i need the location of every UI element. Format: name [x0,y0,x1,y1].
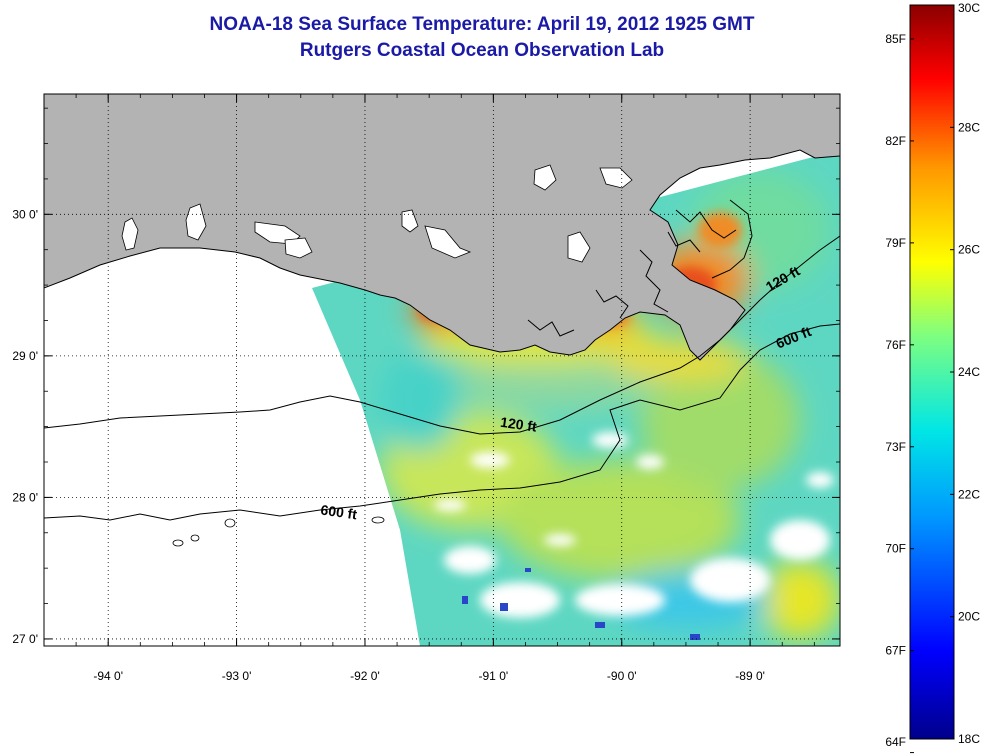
colorbar-celsius-labels: 30C 28C 26C 24C 22C 20C 18C [950,1,980,746]
lon-tick-label: -93 0' [222,669,252,683]
contour-120ft [44,235,840,435]
land-coastline [44,94,840,361]
celsius-label: 20C [958,610,980,624]
lon-tick-label: -90 0' [607,669,637,683]
fahrenheit-label: 82F [885,134,906,148]
fahrenheit-label: 70F [885,542,906,556]
map-frame [43,93,841,647]
celsius-label: 28C [958,120,980,134]
fahrenheit-label: 85F [885,32,906,46]
lon-tick-label: -91 0' [479,669,509,683]
lat-tick-label: 30 0' [12,207,38,221]
graticule [44,94,840,646]
celsius-label: 26C [958,243,980,257]
celsius-label: 30C [958,1,980,15]
lon-tick-label: -92 0' [350,669,380,683]
fahrenheit-label: 79F [885,236,906,250]
celsius-label: 22C [958,487,980,501]
axis-ticks [43,94,840,646]
lon-tick-label: -89 0' [735,669,765,683]
lon-tick-label: -94 0' [93,669,123,683]
contour-600ft [44,323,840,521]
lat-tick-label: 27 0' [12,632,38,646]
celsius-label: 24C [958,365,980,379]
delta-marsh [527,199,753,337]
colorbar: 85F 82F 79F 76F 73F 70F 67F 64F 30C 28C 26C 24C 22C… [885,1,980,754]
lat-tick-label: 29 0' [12,349,38,363]
fahrenheit-label: 76F [885,338,906,352]
map-subtitle: Rutgers Coastal Ocean Observation Lab [299,40,665,61]
celsius-label: 18C [958,732,980,746]
contour-label: 120 ft [499,414,538,435]
inland-water [121,164,633,263]
latitude-labels: 30 0' 29 0' 28 0' 27 0' [12,207,38,646]
colorbar-fahrenheit-labels: 85F 82F 79F 76F 73F 70F 67F 64F [885,32,914,754]
colorbar-scale [909,4,955,740]
map-title: NOAA-18 Sea Surface Temperature: April 1… [209,14,755,35]
fahrenheit-label: 73F [885,440,906,454]
contour-label: 600 ft [320,501,359,522]
lat-tick-label: 28 0' [12,490,38,504]
fahrenheit-label: 67F [885,644,906,658]
longitude-labels: -94 0' -93 0' -92 0' -91 0' -90 0' -89 0' [93,669,765,683]
fahrenheit-label: 64F [885,735,906,749]
